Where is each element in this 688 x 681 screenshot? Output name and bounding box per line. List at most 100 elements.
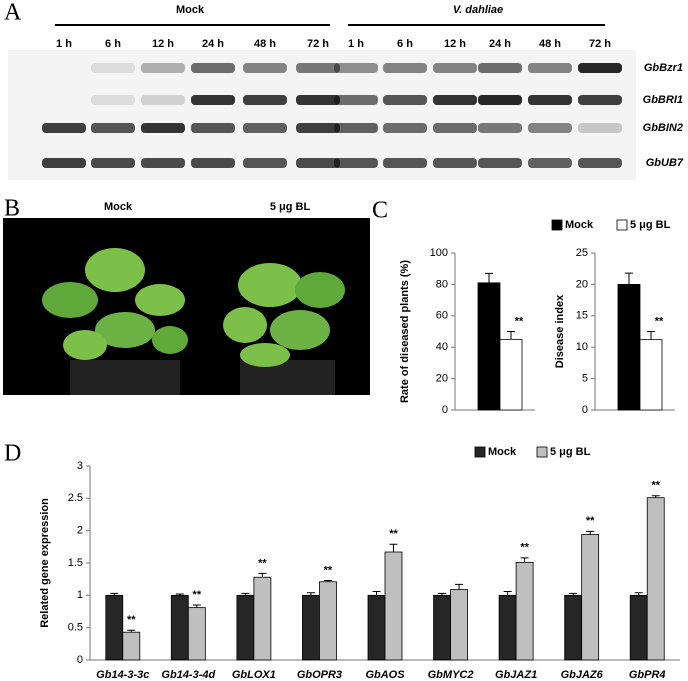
significance: ** bbox=[324, 564, 333, 576]
significance: ** bbox=[655, 315, 664, 327]
band bbox=[141, 63, 185, 73]
band bbox=[578, 158, 622, 168]
band bbox=[478, 63, 522, 73]
band bbox=[334, 95, 378, 105]
error-bar bbox=[258, 572, 267, 578]
y-tick-label: 2.5 bbox=[68, 492, 83, 504]
bar bbox=[515, 561, 534, 661]
y-tick-label: 0 bbox=[77, 654, 83, 666]
error-bar bbox=[175, 593, 184, 596]
x-tick-label: GbOPR3 bbox=[297, 669, 342, 681]
error-bar bbox=[507, 331, 515, 340]
band bbox=[383, 158, 427, 168]
band bbox=[433, 158, 477, 168]
y-tick-label: 20 bbox=[576, 278, 588, 290]
band bbox=[334, 158, 378, 168]
bar bbox=[433, 594, 451, 661]
band bbox=[296, 123, 340, 133]
error-bar bbox=[634, 592, 643, 596]
band bbox=[243, 123, 287, 133]
panel-label: B bbox=[4, 196, 20, 222]
bar bbox=[367, 594, 386, 661]
x-tick-label: GbMYC2 bbox=[428, 669, 474, 681]
y-tick-label: 2 bbox=[77, 525, 83, 537]
bar bbox=[170, 594, 189, 661]
band bbox=[433, 63, 477, 73]
error-bar bbox=[520, 557, 529, 563]
error-bar bbox=[485, 272, 493, 283]
lane-label: 24 h bbox=[202, 38, 224, 50]
bar bbox=[477, 282, 501, 411]
band bbox=[383, 63, 427, 73]
lane-label: 72 h bbox=[307, 38, 329, 50]
y-tick-label: 5 bbox=[582, 373, 588, 385]
significance: ** bbox=[258, 557, 267, 569]
error-bar bbox=[438, 592, 447, 596]
error-bar bbox=[323, 579, 332, 582]
band bbox=[578, 123, 622, 133]
y-tick-label: 40 bbox=[436, 341, 448, 353]
y-tick-label: 10 bbox=[576, 341, 588, 353]
band bbox=[296, 158, 340, 168]
x-tick-label: Gb14-3-3c bbox=[96, 669, 149, 681]
band bbox=[528, 123, 572, 133]
legend-label: 5 μg BL bbox=[630, 219, 671, 231]
band bbox=[528, 158, 572, 168]
lane-label: 24 h bbox=[489, 38, 511, 50]
bar bbox=[498, 594, 517, 661]
gene-label: GbBRI1 bbox=[643, 94, 683, 106]
photo-label: Mock bbox=[104, 201, 133, 213]
lane-label: 6 h bbox=[105, 38, 121, 50]
lane-label: 1 h bbox=[348, 38, 364, 50]
error-bar bbox=[586, 530, 595, 535]
band bbox=[383, 123, 427, 133]
band bbox=[478, 123, 522, 133]
bar bbox=[253, 576, 272, 661]
y-tick-label: 25 bbox=[576, 247, 588, 259]
error-bar bbox=[372, 590, 381, 596]
x-tick-label: GbAOS bbox=[365, 669, 405, 681]
lane-label: 1 h bbox=[56, 38, 72, 50]
significance: ** bbox=[515, 315, 524, 327]
band bbox=[243, 95, 287, 105]
y-tick-label: 60 bbox=[436, 310, 448, 322]
band bbox=[243, 63, 287, 73]
significance: ** bbox=[127, 614, 136, 626]
y-tick-label: 0.5 bbox=[68, 622, 83, 634]
error-bar bbox=[241, 592, 250, 596]
bar bbox=[319, 581, 337, 661]
bar bbox=[384, 551, 403, 661]
bar bbox=[122, 631, 141, 661]
y-tick-label: 100 bbox=[430, 247, 448, 259]
band bbox=[296, 63, 340, 73]
band bbox=[42, 158, 86, 168]
panel-label: C bbox=[372, 198, 388, 224]
band bbox=[433, 123, 477, 133]
gene-label: GbUB7 bbox=[646, 157, 684, 169]
y-tick-label: 3 bbox=[77, 460, 83, 472]
x-tick-label: GbJAZ1 bbox=[495, 669, 537, 681]
y-tick-label: 0 bbox=[442, 404, 448, 416]
band bbox=[141, 123, 185, 133]
y-axis-label: Rate of diseased plants (%) bbox=[399, 260, 411, 403]
lane-label: 12 h bbox=[152, 38, 174, 50]
lane-label: 6 h bbox=[397, 38, 413, 50]
error-bar bbox=[455, 583, 464, 590]
band bbox=[243, 158, 287, 168]
bar bbox=[646, 497, 665, 661]
significance: ** bbox=[586, 515, 595, 527]
band bbox=[578, 63, 622, 73]
band bbox=[191, 95, 235, 105]
y-tick-label: 1.5 bbox=[68, 557, 83, 569]
y-tick-label: 1 bbox=[77, 589, 83, 601]
error-bar bbox=[625, 272, 633, 285]
lane-label: 72 h bbox=[589, 38, 611, 50]
bar bbox=[499, 338, 523, 411]
band bbox=[191, 123, 235, 133]
significance: ** bbox=[193, 589, 202, 601]
band bbox=[478, 158, 522, 168]
photo-label: 5 μg BL bbox=[270, 201, 311, 213]
group-label: Mock bbox=[176, 4, 205, 16]
significance: ** bbox=[389, 528, 398, 540]
